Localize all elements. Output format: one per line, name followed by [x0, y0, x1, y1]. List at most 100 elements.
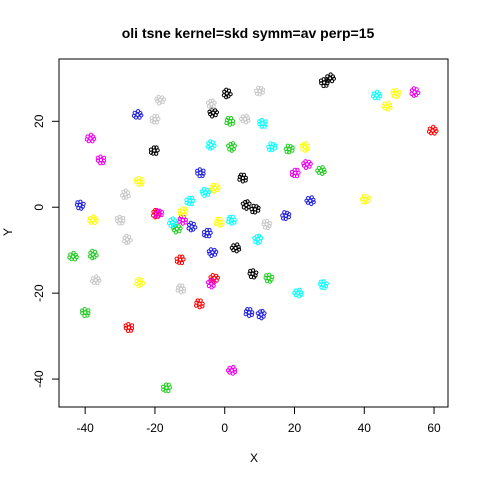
scatter-point-marker: [128, 238, 133, 243]
scatter-point: [318, 77, 330, 89]
scatter-point: [152, 208, 164, 219]
scatter-point-marker: [101, 160, 106, 166]
scatter-point-marker: [318, 282, 323, 287]
scatter-point-marker: [366, 195, 371, 200]
scatter-point: [255, 308, 267, 321]
scatter-point: [301, 159, 313, 170]
scatter-point-marker: [170, 216, 175, 221]
scatter-point-marker: [303, 148, 308, 153]
scatter-point-marker: [123, 323, 128, 328]
scatter-point-marker: [79, 206, 84, 211]
scatter-point-marker: [207, 109, 212, 114]
scatter-point: [409, 86, 421, 98]
scatter-point-marker: [129, 323, 135, 328]
scatter-point: [74, 199, 86, 211]
y-tick-label: -20: [32, 284, 46, 302]
scatter-point-marker: [154, 145, 159, 150]
scatter-point-marker: [378, 93, 383, 99]
scatter-point-marker: [262, 219, 267, 224]
scatter-point: [80, 307, 91, 318]
x-tick-label: 0: [221, 421, 228, 435]
scatter-point-marker: [267, 279, 273, 284]
scatter-point-marker: [256, 85, 261, 90]
scatter-point-marker: [80, 308, 85, 313]
scatter-point-marker: [297, 287, 302, 292]
scatter-point-marker: [226, 94, 231, 99]
scatter-point: [292, 287, 304, 299]
scatter-point-marker: [328, 72, 333, 77]
scatter-point-marker: [360, 200, 365, 205]
scatter-point-marker: [318, 78, 324, 83]
x-tick-label: 40: [358, 421, 372, 435]
scatter-point-marker: [243, 312, 248, 317]
scatter-point-marker: [254, 91, 260, 96]
scatter-point-marker: [195, 168, 200, 173]
scatter-point-marker: [434, 129, 439, 134]
scatter-point: [177, 206, 189, 217]
scatter-point-marker: [292, 167, 297, 172]
scatter-point-marker: [229, 148, 234, 153]
scatter-point-marker: [416, 90, 421, 96]
scatter-point-marker: [224, 95, 229, 100]
scatter-point-marker: [177, 211, 182, 216]
scatter-point-marker: [205, 144, 210, 149]
scatter-point-marker: [75, 200, 80, 205]
x-tick-label: -40: [76, 421, 94, 435]
scatter-point-marker: [230, 119, 236, 124]
scatter-point-marker: [154, 120, 159, 125]
scatter-point: [289, 167, 301, 179]
scatter-point: [148, 145, 160, 156]
scatter-point-marker: [164, 382, 169, 387]
scatter-point: [161, 382, 172, 394]
scatter-point-marker: [92, 255, 97, 260]
scatter-point-marker: [209, 285, 214, 290]
scatter-point-marker: [149, 119, 154, 124]
scatter-point: [224, 115, 236, 127]
scatter-point-marker: [282, 210, 287, 215]
scatter-point-marker: [159, 210, 164, 215]
scatter-point-marker: [134, 177, 139, 182]
scatter-point-marker: [268, 221, 273, 226]
scatter-point-marker: [303, 159, 308, 164]
scatter-point-marker: [311, 200, 316, 205]
scatter-point-marker: [397, 90, 402, 95]
scatter-point-marker: [257, 121, 262, 127]
scatter-point-marker: [91, 214, 96, 219]
scatter-point: [226, 214, 237, 226]
scatter-point-marker: [134, 179, 139, 185]
scatter-point: [201, 227, 213, 239]
scatter-point: [174, 254, 186, 266]
scatter-point-marker: [123, 326, 128, 331]
scatter-point-marker: [85, 313, 90, 318]
scatter-point: [119, 188, 131, 200]
scatter-point-marker: [304, 141, 309, 146]
scatter-point: [240, 199, 252, 211]
scatter-point-marker: [394, 94, 400, 100]
scatter-point-marker: [232, 217, 237, 222]
scatter-point-marker: [190, 195, 195, 200]
scatter-point-marker: [102, 155, 107, 160]
scatter-point-marker: [207, 189, 212, 194]
scatter-point-marker: [315, 168, 320, 173]
scatter-point-marker: [263, 119, 268, 124]
scatter-point-marker: [131, 113, 136, 118]
scatter-point-marker: [324, 83, 329, 88]
scatter-point-marker: [225, 368, 231, 373]
scatter-point-marker: [183, 217, 188, 222]
scatter-point-marker: [210, 98, 215, 103]
scatter-point: [221, 87, 233, 100]
scatter-point: [261, 218, 273, 231]
scatter-point-marker: [247, 201, 252, 206]
scatter-point-marker: [184, 200, 189, 205]
scatter-point-marker: [295, 174, 300, 179]
scatter-point-marker: [94, 218, 99, 223]
scatter-point-marker: [154, 151, 159, 156]
scatter-point-marker: [202, 233, 207, 238]
scatter-point: [304, 195, 316, 207]
scatter-point-marker: [390, 91, 395, 96]
scatter-point-marker: [264, 273, 269, 278]
scatter-point-marker: [123, 188, 128, 193]
scatter-point: [283, 143, 295, 155]
x-axis: -40 -20 0 20 40 60: [76, 407, 441, 435]
